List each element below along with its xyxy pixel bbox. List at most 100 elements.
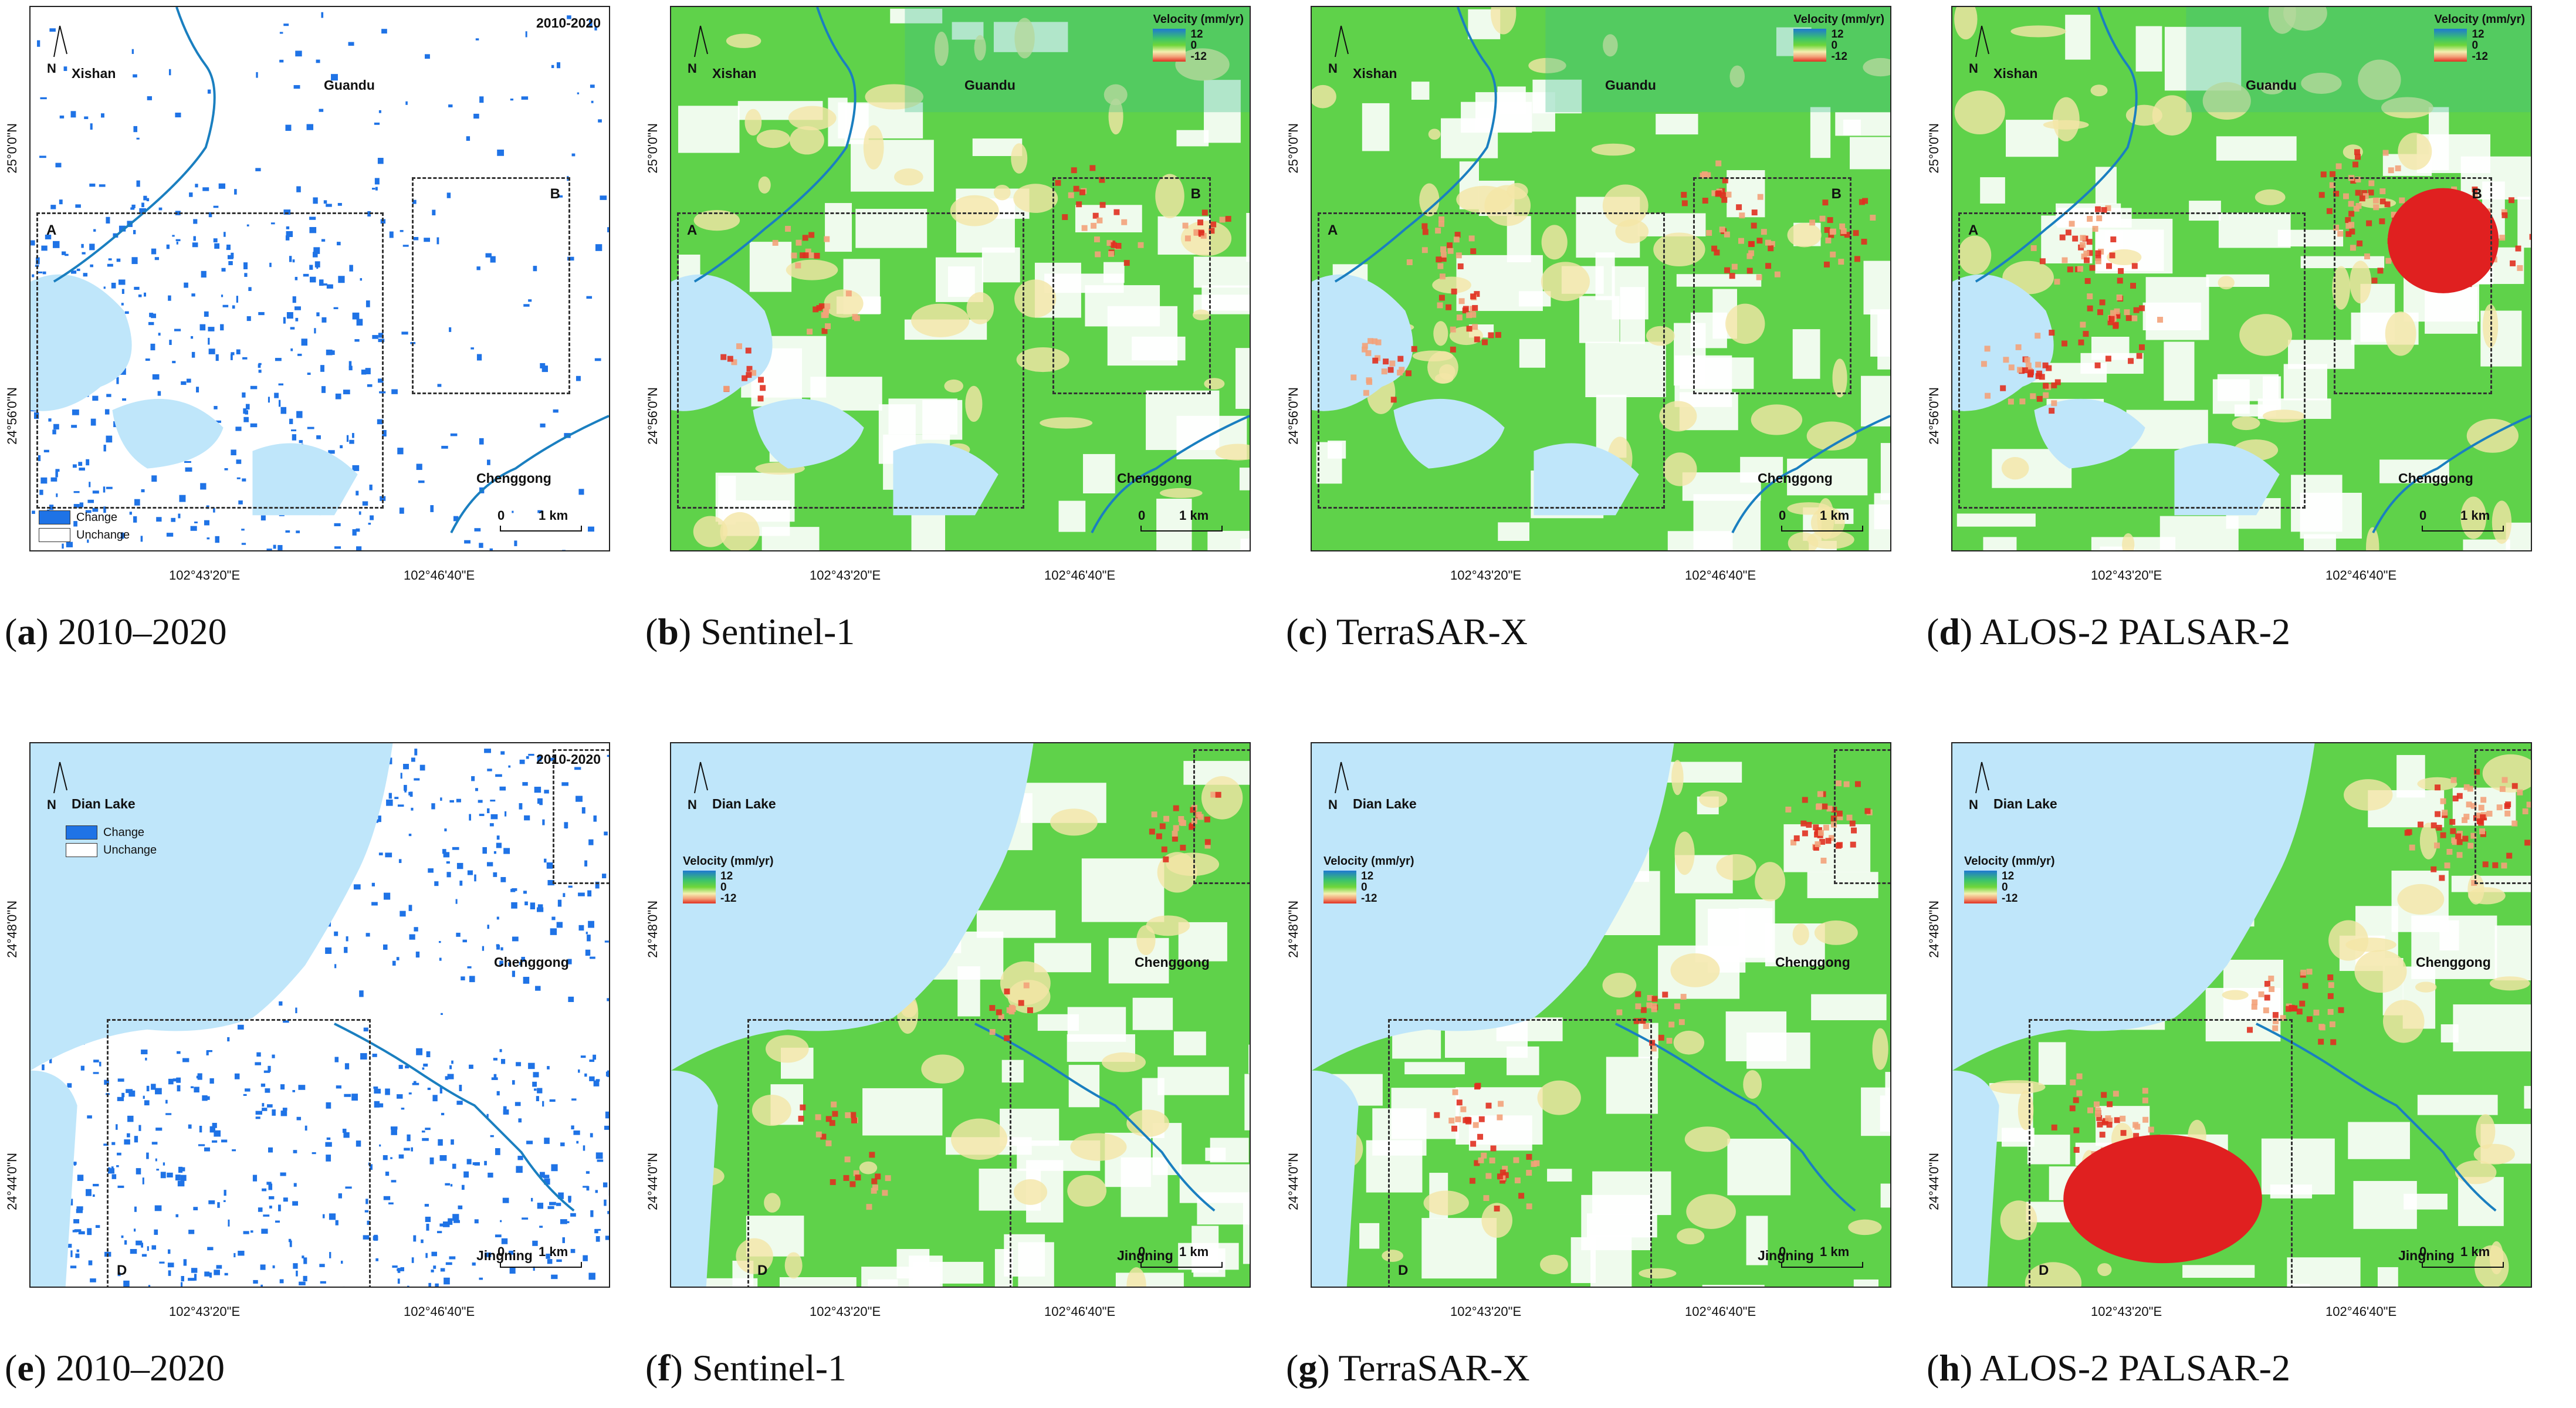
velocity-tick: 12 — [1831, 28, 1844, 40]
scale-km: 1 km — [1820, 1244, 1850, 1259]
scale-bar: 0 1 km — [2419, 1240, 2507, 1275]
box-letter: B — [2472, 186, 2482, 202]
study-area-box: D — [2029, 1019, 2293, 1287]
north-label: N — [47, 61, 56, 76]
y-tick-label: 24°56'0"N — [645, 387, 660, 445]
x-tick-label: 102°43'20"E — [169, 568, 241, 583]
velocity-ticks: 12 0 -12 — [2002, 871, 2018, 904]
velocity-tick: 12 — [2002, 870, 2015, 882]
period-label: 2010-2020 — [536, 752, 601, 767]
map-frame: N Dian Lake Chenggong Jingning C D Velocity (m… — [670, 742, 1251, 1288]
x-tick-label: 102°46'40"E — [1685, 568, 1756, 583]
place-chenggong: Chenggong — [476, 471, 551, 486]
north-arrow-icon — [694, 761, 708, 794]
velocity-ramp: 12 0 -12 — [1323, 871, 1414, 904]
scale-bar-line — [1781, 1262, 1863, 1268]
velocity-tick: 12 — [1361, 870, 1374, 882]
y-tick-label: 24°48'0"N — [1286, 901, 1301, 958]
velocity-tick: -12 — [1190, 50, 1207, 63]
x-tick-label: 102°46'40"E — [2325, 568, 2397, 583]
velocity-gradient — [1153, 29, 1186, 62]
velocity-ramp: 12 0 -12 — [683, 871, 774, 904]
caption-letter: b — [658, 611, 679, 652]
study-area-box: B — [1052, 177, 1211, 394]
panel-caption: (d) ALOS-2 PALSAR-2 — [1927, 611, 2290, 652]
velocity-tick: 0 — [2002, 881, 2008, 893]
map-raster — [1952, 7, 2531, 550]
velocity-tick: 0 — [1190, 39, 1197, 52]
scale-bar-line — [1140, 1262, 1223, 1268]
legend-label: Change — [103, 825, 145, 839]
change-legend: Change Unchange — [66, 825, 157, 861]
x-tick-label: 102°43'20"E — [2091, 568, 2162, 583]
velocity-ticks: 12 0 -12 — [1831, 29, 1847, 62]
scale-km: 1 km — [2460, 1244, 2490, 1259]
change-swatch — [39, 510, 70, 524]
map-frame: N Xishan Guandu Chenggong A B Velocity (mm/yr)… — [670, 6, 1251, 551]
map-frame: N Xishan Guandu Chenggong A B Velocity (mm/yr)… — [1951, 6, 2532, 551]
velocity-ticks: 12 0 -12 — [1190, 29, 1206, 62]
velocity-ramp: 12 0 -12 — [1153, 29, 1244, 62]
north-arrow-icon — [694, 25, 708, 57]
panel-caption: (c) TerraSAR-X — [1286, 611, 1528, 652]
place-dian-lake: Dian Lake — [1993, 796, 2057, 811]
place-xishan: Xishan — [1353, 66, 1397, 81]
x-tick-label: 102°46'40"E — [404, 1304, 475, 1319]
scale-zero: 0 — [1138, 508, 1146, 523]
map-raster — [31, 743, 609, 1287]
map-frame: N Dian Lake Chenggong Jingning C D 2010-2020 Ch… — [29, 742, 610, 1288]
velocity-legend-title: Velocity (mm/yr) — [1323, 855, 1414, 868]
velocity-gradient — [1964, 871, 1997, 903]
scale-bar-line — [2422, 1262, 2504, 1268]
study-area-box: D — [747, 1019, 1011, 1287]
velocity-legend-title: Velocity (mm/yr) — [1964, 855, 2055, 868]
scale-km: 1 km — [539, 1244, 568, 1259]
scale-bar: 0 1 km — [1138, 503, 1226, 539]
map-panel: N Xishan Guandu Chenggong A B Velocity (mm/yr)… — [1927, 6, 2532, 583]
map-raster — [1312, 743, 1890, 1287]
y-tick-label: 24°48'0"N — [1927, 901, 1941, 958]
north-arrow-icon — [1335, 25, 1349, 57]
place-guandu: Guandu — [1605, 77, 1656, 93]
box-letter: B — [1831, 186, 1842, 202]
change-swatch — [66, 825, 97, 840]
place-jingning: Jingning — [2398, 1248, 2455, 1263]
unchange-swatch — [66, 843, 97, 857]
caption-letter: d — [1939, 611, 1960, 652]
x-tick-label: 102°43'20"E — [1450, 1304, 1522, 1319]
velocity-gradient — [1323, 871, 1356, 903]
map-panel: N Dian Lake Chenggong Jingning C D Velocity (m… — [1927, 742, 2532, 1319]
place-chenggong: Chenggong — [1117, 471, 1192, 486]
panel-caption: (f) Sentinel-1 — [645, 1347, 847, 1389]
map-panel: N Xishan Guandu Chenggong A B Velocity (mm/yr)… — [645, 6, 1251, 583]
study-area-box: A — [677, 212, 1024, 509]
north-arrow-icon — [53, 25, 67, 57]
velocity-tick: -12 — [2002, 892, 2018, 905]
scale-bar: 0 1 km — [497, 503, 585, 539]
panel-caption: (a) 2010–2020 — [5, 611, 227, 652]
velocity-tick: -12 — [720, 892, 737, 905]
velocity-ticks: 12 0 -12 — [1361, 871, 1377, 904]
caption-letter: f — [658, 1347, 671, 1389]
place-jingning: Jingning — [476, 1248, 533, 1263]
caption-text: ALOS-2 PALSAR-2 — [1979, 1347, 2290, 1389]
x-tick-label: 102°43'20"E — [810, 568, 881, 583]
scale-bar: 0 1 km — [1779, 1240, 1867, 1275]
x-tick-label: 102°43'20"E — [1450, 568, 1522, 583]
scale-bar: 0 1 km — [2419, 503, 2507, 539]
velocity-tick: -12 — [1361, 892, 1377, 905]
velocity-ramp: 12 0 -12 — [1964, 871, 2055, 904]
box-letter: D — [2039, 1263, 2049, 1278]
caption-text: 2010–2020 — [57, 611, 227, 652]
y-tick-label: 25°0'0"N — [1927, 123, 1941, 174]
map-raster — [1952, 743, 2531, 1287]
place-jingning: Jingning — [1758, 1248, 1814, 1263]
legend-row: Unchange — [39, 528, 130, 542]
caption-letter: c — [1298, 611, 1315, 652]
north-label: N — [688, 61, 697, 76]
box-letter: A — [687, 222, 698, 238]
velocity-ticks: 12 0 -12 — [2472, 29, 2487, 62]
y-tick-label: 24°44'0"N — [645, 1153, 660, 1210]
north-arrow-icon — [1335, 761, 1349, 794]
x-tick-label: 102°46'40"E — [1044, 1304, 1116, 1319]
